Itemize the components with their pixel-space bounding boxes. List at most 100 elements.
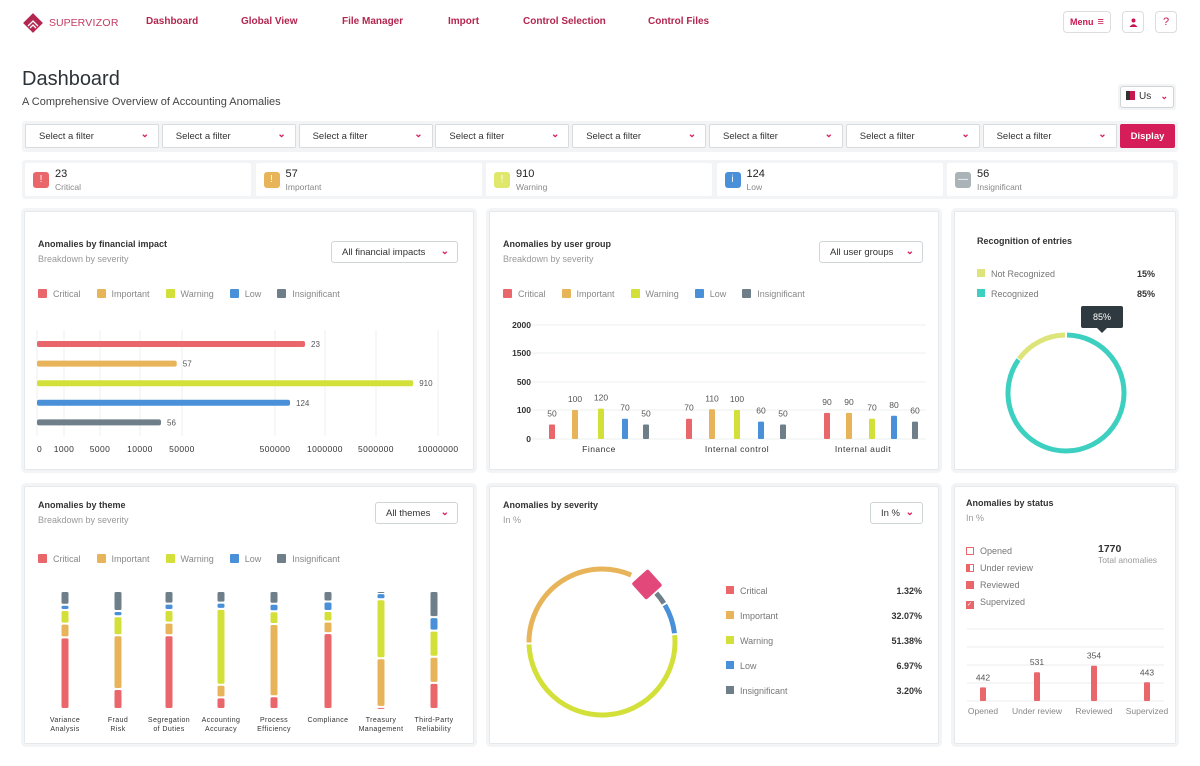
filter-select[interactable]: Select a filter ⌄ (161, 124, 296, 148)
filter-placeholder: Select a filter (996, 131, 1052, 142)
segment-low (165, 604, 173, 609)
filter-select[interactable]: Select a filter ⌄ (845, 124, 980, 148)
bar-important (572, 410, 578, 439)
arc-recognized (1005, 332, 1127, 454)
legend-label: Important (111, 554, 150, 564)
filter-select[interactable]: Select a filter ⌄ (709, 124, 843, 148)
kpi-card-low[interactable]: i 124 Low (716, 163, 943, 196)
logo[interactable]: SUPERVIZOR (22, 11, 119, 35)
bar-critical (549, 424, 555, 439)
x-tick-label: 5000000 (358, 444, 394, 454)
panel-subtitle: Breakdown by severity (38, 254, 129, 264)
kpi-card-warning[interactable]: ! 910 Warning (486, 163, 712, 196)
legend-item-important[interactable]: Important (96, 554, 150, 564)
swatch (165, 289, 175, 298)
legend-label: Insignificant (740, 686, 788, 696)
x-category-label: Efficiency (257, 726, 291, 733)
legend-label: Insignificant (757, 289, 805, 299)
arc-not-recognized (1017, 332, 1066, 361)
user-group-dropdown[interactable]: All user groups ⌄ (819, 241, 923, 263)
locale-select[interactable]: Us ⌄ (1118, 84, 1176, 110)
legend-item-insignificant: Insignificant 3.20% (726, 686, 922, 711)
nav-dashboard[interactable]: Dashboard (146, 16, 199, 27)
panel-title: Anomalies by financial impact (38, 239, 168, 249)
swatch (277, 289, 287, 298)
legend-item-insignificant[interactable]: Insignificant (277, 554, 340, 564)
bar-label: 70 (620, 403, 630, 413)
swatch (561, 289, 571, 298)
logo-text-bold: VIZOR (85, 17, 119, 29)
legend-item-critical[interactable]: Critical (38, 289, 81, 299)
swatch (630, 289, 640, 298)
segment-critical (430, 683, 438, 708)
kpi-label: Warning (516, 182, 548, 192)
nav-global-view[interactable]: Global View (241, 16, 298, 27)
filter-select[interactable]: Select a filter ⌄ (25, 124, 159, 148)
legend-item-warning[interactable]: Warning (165, 554, 214, 564)
bar-label: 56 (167, 418, 176, 427)
legend-label: Opened (980, 546, 1013, 556)
bar-label: 110 (705, 393, 719, 403)
legend-label: Warning (645, 289, 679, 299)
kpi-value: 57 (285, 168, 298, 180)
x-tick-label: 500000 (260, 444, 291, 454)
filter-placeholder: Select a filter (175, 131, 231, 142)
bar-label: 70 (684, 403, 694, 413)
filter-placeholder: Select a filter (312, 131, 368, 142)
display-button[interactable]: Display (1120, 124, 1175, 148)
kpi-card-critical[interactable]: ! 23 Critical (25, 163, 251, 196)
nav-import[interactable]: Import (448, 16, 480, 27)
menu-button[interactable]: Menu ≡ (1063, 11, 1111, 33)
kpi-card-insignificant[interactable]: — 56 Insignificant (947, 163, 1173, 196)
legend-item-low[interactable]: Low (229, 289, 262, 299)
legend-item-warning[interactable]: Warning (165, 289, 214, 299)
bar-low (37, 399, 290, 406)
critical-icon: ! (33, 172, 49, 188)
help-button[interactable]: ? (1155, 11, 1177, 33)
segment-warning (430, 631, 438, 656)
segment-important (430, 657, 438, 682)
financial-impact-dropdown[interactable]: All financial impacts ⌄ (331, 241, 458, 263)
bar-low (758, 421, 764, 439)
nav-file-manager[interactable]: File Manager (342, 16, 404, 27)
segment-warning (377, 600, 385, 658)
bar (1091, 665, 1097, 701)
severity-dropdown[interactable]: In % ⌄ (870, 502, 923, 524)
segment-critical (377, 707, 385, 709)
x-category-label: Risk (110, 726, 125, 733)
legend-item-important[interactable]: Important (96, 289, 150, 299)
legend-item-insignificant[interactable]: Insignificant (277, 289, 340, 299)
legend-value: 15% (1136, 269, 1155, 279)
filter-select[interactable]: Select a filter ⌄ (435, 124, 570, 148)
legend-item-low[interactable]: Low (229, 554, 261, 564)
bar (980, 687, 986, 701)
bar-label: 531 (1030, 657, 1044, 667)
legend-item-critical[interactable]: Critical (503, 289, 546, 299)
filter-select[interactable]: Select a filter ⌄ (982, 124, 1117, 148)
legend-value: 1.32% (896, 586, 922, 596)
legend-item-warning[interactable]: Warning (630, 289, 679, 299)
legend-item-important: Important 32.07% (726, 611, 922, 636)
chevron-down-icon: ⌄ (551, 129, 560, 140)
legend-item-important[interactable]: Important (561, 289, 615, 299)
bar-important (709, 409, 715, 439)
x-category-label: Accuracy (205, 726, 237, 733)
legend-item-low[interactable]: Low (694, 289, 726, 299)
legend-item-critical[interactable]: Critical (38, 554, 81, 564)
nav-control-files[interactable]: Control Files (648, 16, 710, 27)
chevron-down-icon: ⌄ (440, 507, 449, 518)
kpi-card-important[interactable]: ! 57 Important (255, 163, 482, 196)
segment-insignificant (114, 592, 122, 611)
swatch (694, 289, 704, 298)
user-icon (1129, 18, 1137, 27)
legend-label: Low (244, 289, 262, 299)
x-category-label: Compliance (308, 717, 349, 724)
filter-select[interactable]: Select a filter ⌄ (298, 124, 433, 148)
chevron-down-icon: ⌄ (1098, 129, 1107, 140)
theme-dropdown[interactable]: All themes ⌄ (375, 502, 458, 524)
nav-control-selection[interactable]: Control Selection (523, 16, 606, 27)
filter-select[interactable]: Select a filter ⌄ (572, 124, 707, 148)
legend-item-insignificant[interactable]: Insignificant (742, 289, 805, 299)
filter-placeholder: Select a filter (39, 131, 94, 142)
user-button[interactable] (1122, 11, 1144, 33)
